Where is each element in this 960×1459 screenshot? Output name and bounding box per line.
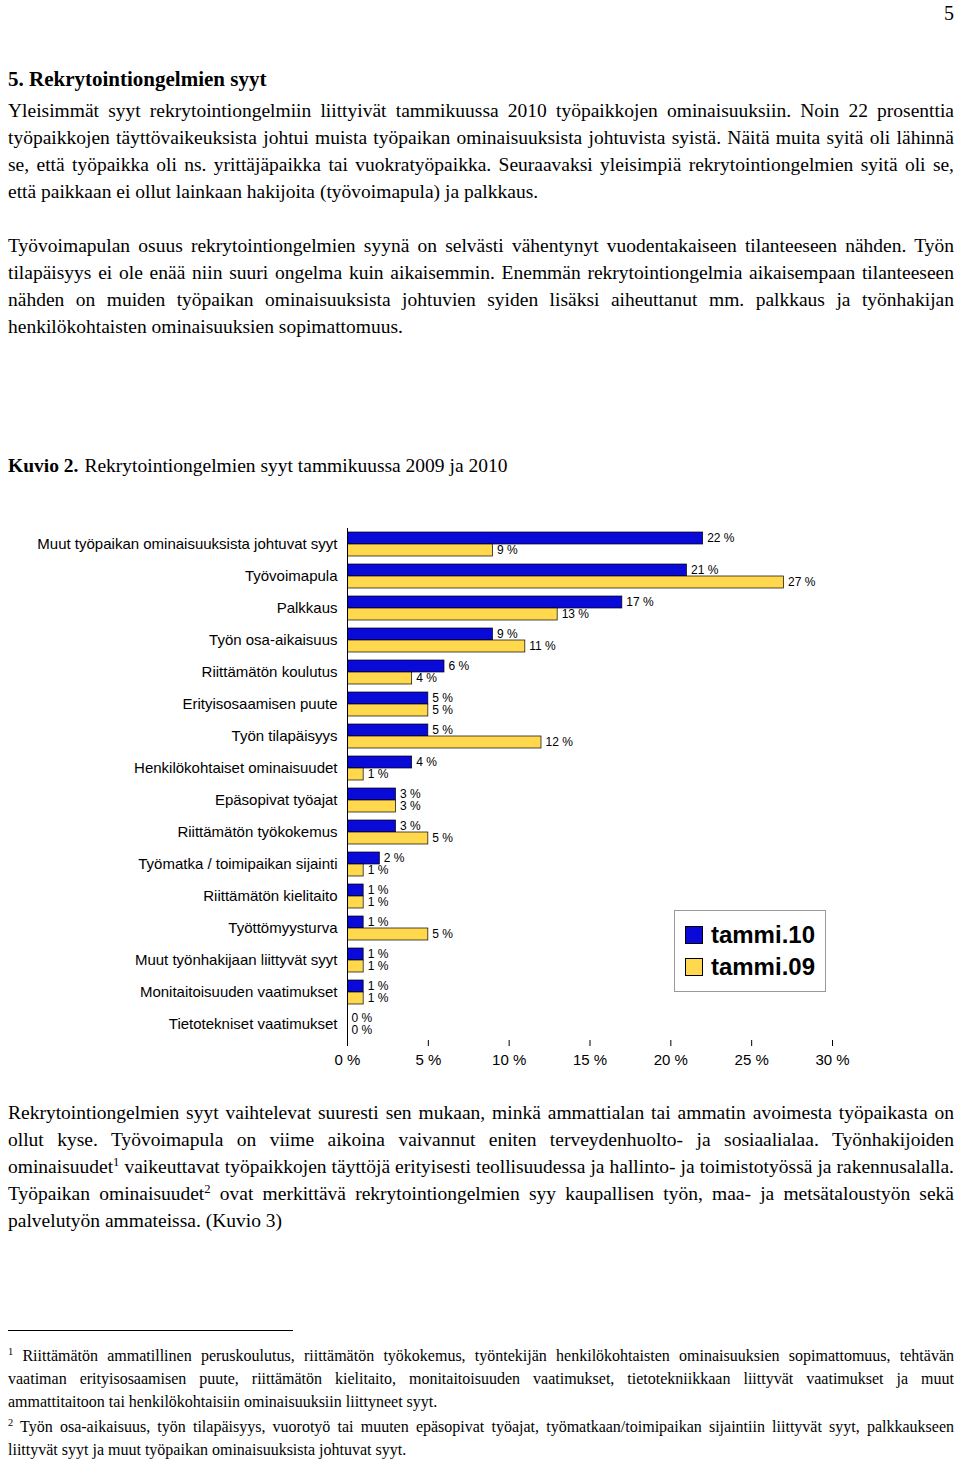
html-text:Kuvio 2. Rekrytointiongelmien: Kuvio 2. Rekrytointiongelmien syyt tammi… <box>8 455 508 476</box>
svg-text:9 %: 9 % <box>497 627 518 641</box>
svg-text:1 %: 1 % <box>368 895 389 909</box>
svg-text:Muut työpaikan ominaisuuksista: Muut työpaikan ominaisuuksista johtuvat … <box>37 535 338 552</box>
svg-text:30 %: 30 % <box>815 1051 849 1068</box>
svg-text:15 %: 15 % <box>573 1051 607 1068</box>
svg-text:1 %: 1 % <box>367 883 389 898</box>
svg-text:Riittämätön koulutus: Riittämätön koulutus <box>202 663 338 680</box>
svg-text:Työn tilapäisyys: Työn tilapäisyys <box>232 727 338 744</box>
svg-text:Epäsopivat työajat: Epäsopivat työajat <box>215 791 338 808</box>
svg-text:Työmatka / toimipaikan sijaint: Työmatka / toimipaikan sijainti <box>138 855 337 872</box>
svg-text:4 %: 4 % <box>416 755 437 769</box>
svg-text:1 %: 1 % <box>368 991 389 1005</box>
html-text:2Työn osa-aikaisuus, työn tila: 2Työn osa-aikaisuus, työn tilapäisyys, v… <box>8 1416 954 1458</box>
html-text:5: 5 <box>944 2 954 24</box>
html-text:Työvoimapulan osuus rekrytoint: Työvoimapulan osuus rekrytointiongelmien… <box>8 235 954 337</box>
svg-text:17 %: 17 % <box>626 595 654 609</box>
html-text:tammi.10: tammi.10 <box>710 921 815 948</box>
svg-text:3 %: 3 % <box>400 787 421 802</box>
html-text:1Riittämätön ammatillinen peru: 1Riittämätön ammatillinen peruskoulutus,… <box>8 1345 954 1410</box>
svg-text:27 %: 27 % <box>788 575 816 589</box>
svg-text:5 %: 5 % <box>415 1051 441 1068</box>
svg-text:Palkkaus: Palkkaus <box>277 599 338 616</box>
svg-text:3 %: 3 % <box>400 799 421 813</box>
svg-text:0 %: 0 % <box>351 1011 373 1026</box>
svg-text:Työvoimapula: Työvoimapula <box>245 567 338 584</box>
svg-text:Muut työnhakijaan liittyvät sy: Muut työnhakijaan liittyvät syyt <box>135 951 338 968</box>
svg-text:2 %: 2 % <box>383 851 405 866</box>
svg-text:1 %: 1 % <box>368 915 389 929</box>
svg-text:0 %: 0 % <box>335 1051 361 1068</box>
svg-text:Henkilökohtaiset ominaisuudet: Henkilökohtaiset ominaisuudet <box>134 759 338 776</box>
svg-text:25 %: 25 % <box>735 1051 769 1068</box>
svg-text:11 %: 11 % <box>529 639 556 653</box>
html-text:Yleisimmät syyt rekrytointiong: Yleisimmät syyt rekrytointiongelmiin lii… <box>8 100 954 202</box>
svg-text:Tietotekniset vaatimukset: Tietotekniset vaatimukset <box>169 1015 339 1032</box>
html-text:Rekrytointiongelmien syyt vaih: Rekrytointiongelmien syyt vaihtelevat su… <box>8 1102 954 1231</box>
svg-text:3 %: 3 % <box>400 819 421 833</box>
svg-text:Erityisosaamisen puute: Erityisosaamisen puute <box>182 695 337 712</box>
svg-text:6 %: 6 % <box>449 659 470 673</box>
svg-text:10 %: 10 % <box>492 1051 526 1068</box>
svg-text:Työttömyysturva: Työttömyysturva <box>228 919 338 936</box>
svg-text:21 %: 21 % <box>691 563 719 577</box>
svg-text:12 %: 12 % <box>546 735 574 749</box>
svg-text:5 %: 5 % <box>432 723 453 737</box>
svg-text:Riittämätön kielitaito: Riittämätön kielitaito <box>203 887 337 904</box>
svg-text:Työn osa-aikaisuus: Työn osa-aikaisuus <box>209 631 337 648</box>
svg-text:1 %: 1 % <box>367 947 389 962</box>
svg-text:0 %: 0 % <box>352 1023 373 1037</box>
svg-text:4 %: 4 % <box>416 671 437 685</box>
svg-text:5 %: 5 % <box>432 831 453 845</box>
svg-text:5 %: 5 % <box>432 703 453 717</box>
html-text:tammi.09: tammi.09 <box>710 953 815 980</box>
svg-text:Riittämätön työkokemus: Riittämätön työkokemus <box>177 823 337 840</box>
svg-text:9 %: 9 % <box>497 543 518 557</box>
svg-text:5 %: 5 % <box>432 691 453 706</box>
svg-text:1 %: 1 % <box>368 863 389 877</box>
html-text:5. Rekrytointiongelmien syyt: 5. Rekrytointiongelmien syyt <box>8 67 267 91</box>
svg-text:1 %: 1 % <box>367 979 389 994</box>
svg-text:1 %: 1 % <box>368 959 389 973</box>
svg-text:13 %: 13 % <box>562 607 590 621</box>
svg-text:Monitaitoisuuden vaatimukset: Monitaitoisuuden vaatimukset <box>140 983 338 1000</box>
svg-text:20 %: 20 % <box>654 1051 688 1068</box>
svg-text:1 %: 1 % <box>368 767 389 781</box>
svg-text:22 %: 22 % <box>707 531 735 545</box>
svg-text:5 %: 5 % <box>432 927 453 941</box>
